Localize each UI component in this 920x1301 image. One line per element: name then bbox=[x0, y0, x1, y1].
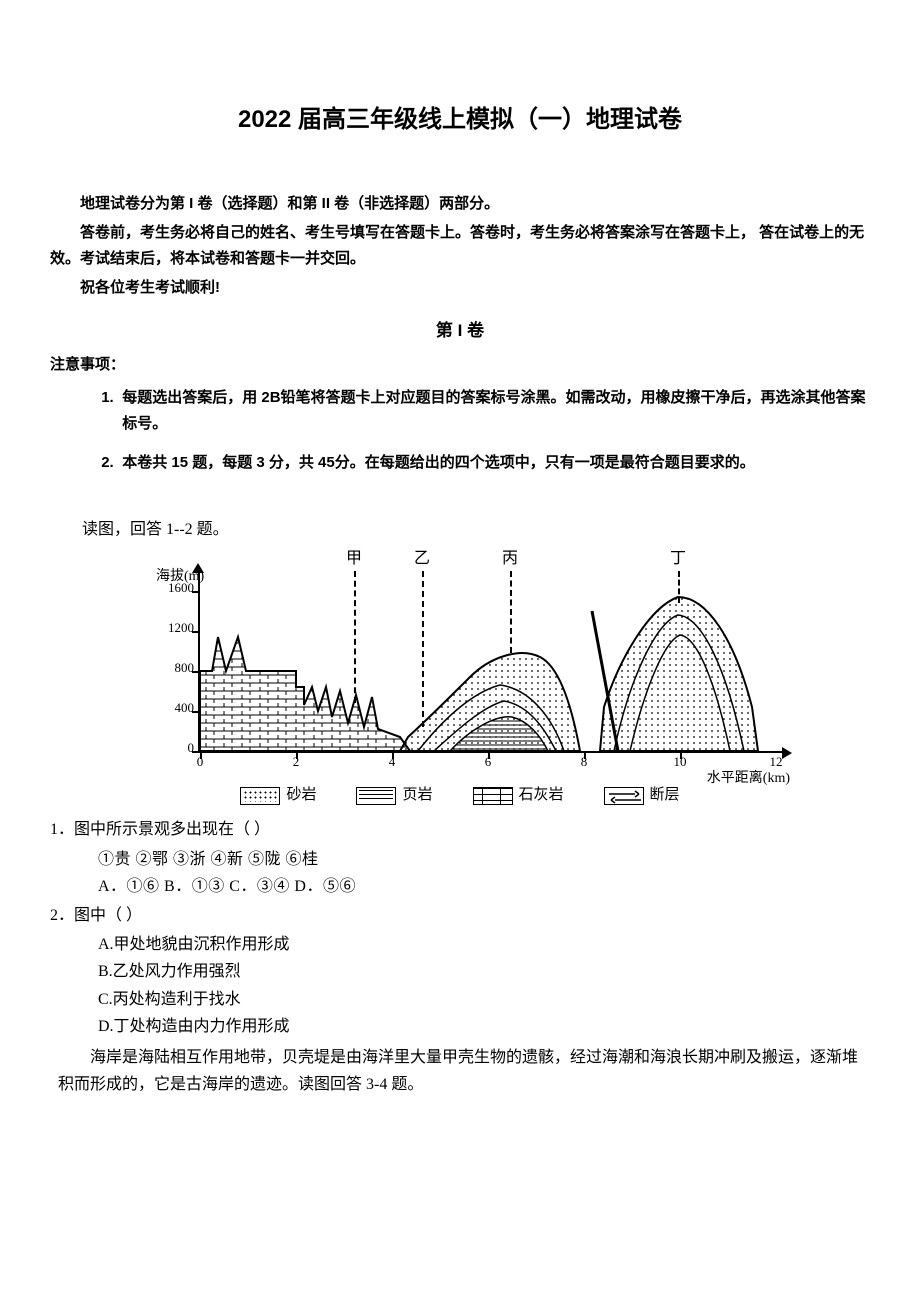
chart-frame: 海拔(m) 0 400 800 1200 1600 0 2 4 6 8 10 1… bbox=[130, 567, 790, 777]
ytick-line bbox=[192, 631, 200, 633]
q2-opt-b: B.乙处风力作用强烈 bbox=[50, 958, 870, 985]
fault-swatch-icon bbox=[604, 787, 644, 805]
q2-opt-a: A.甲处地貌由沉积作用形成 bbox=[50, 931, 870, 958]
legend-fault: 断层 bbox=[604, 783, 680, 809]
q2-opt-c: C.丙处构造利于找水 bbox=[50, 986, 870, 1013]
q1-circled-options: ①贵 ②鄂 ③浙 ④新 ⑤陇 ⑥桂 bbox=[50, 846, 870, 873]
intro-line-2: 答卷前，考生务必将自己的姓名、考生号填写在答题卡上。答卷时，考生务必将答案涂写在… bbox=[50, 220, 870, 271]
xtick-line bbox=[296, 751, 298, 759]
legend: 砂岩 页岩 石灰岩 断层 bbox=[130, 783, 790, 809]
section-1-title: 第 I 卷 bbox=[50, 317, 870, 346]
ytick-1600: 1600 bbox=[160, 577, 194, 599]
x-arrow-icon bbox=[782, 747, 792, 759]
ytick-1200: 1200 bbox=[160, 617, 194, 639]
notice-text-2: 本卷共 15 题，每题 3 分，共 45分。在每题给出的四个选项中，只有一项是最… bbox=[122, 454, 755, 471]
intro-line-1: 地理试卷分为第 I 卷（选择题）和第 II 卷（非选择题）两部分。 bbox=[50, 191, 870, 217]
passage-3-4: 海岸是海陆相互作用地带，贝壳堤是由海洋里大量甲壳生物的遗骸，经过海潮和海浪长期冲… bbox=[50, 1044, 870, 1098]
legend-sand: 砂岩 bbox=[240, 783, 316, 809]
legend-lime: 石灰岩 bbox=[473, 783, 564, 809]
xtick-line bbox=[680, 751, 682, 759]
legend-lime-label: 石灰岩 bbox=[519, 783, 564, 809]
notice-item-2: 2. 本卷共 15 题，每题 3 分，共 45分。在每题给出的四个选项中，只有一… bbox=[101, 450, 870, 476]
notice-heading: 注意事项： bbox=[50, 352, 870, 378]
ytick-line bbox=[192, 671, 200, 673]
geology-profile bbox=[200, 567, 780, 751]
legend-sand-label: 砂岩 bbox=[286, 783, 316, 809]
xtick-line bbox=[392, 751, 394, 759]
ytick-0: 0 bbox=[160, 737, 194, 759]
legend-shale: 页岩 bbox=[356, 783, 432, 809]
notice-list: 1. 每题选出答案后，用 2B铅笔将答题卡上对应题目的答案标号涂黑。如需改动，用… bbox=[50, 385, 870, 476]
cross-section-figure: 甲 乙 丙 丁 海拔(m) 0 400 800 1200 1600 0 2 4 … bbox=[130, 545, 790, 809]
read-prompt: 读图，回答 1--2 题。 bbox=[50, 516, 870, 543]
xtick-line bbox=[584, 751, 586, 759]
limestone-swatch-icon bbox=[473, 787, 513, 805]
notice-item-1: 1. 每题选出答案后，用 2B铅笔将答题卡上对应题目的答案标号涂黑。如需改动，用… bbox=[101, 385, 870, 436]
xtick-line bbox=[200, 751, 202, 759]
ytick-800: 800 bbox=[160, 657, 194, 679]
intro-line-3: 祝各位考生考试顺利! bbox=[50, 275, 870, 301]
x-axis-title: 水平距离(km) bbox=[707, 767, 790, 791]
intro-block: 地理试卷分为第 I 卷（选择题）和第 II 卷（非选择题）两部分。 答卷前，考生… bbox=[50, 191, 870, 301]
ytick-line bbox=[192, 591, 200, 593]
ytick-line bbox=[192, 711, 200, 713]
notice-text-1: 每题选出答案后，用 2B铅笔将答题卡上对应题目的答案标号涂黑。如需改动，用橡皮擦… bbox=[122, 389, 865, 432]
xtick-line bbox=[488, 751, 490, 759]
legend-shale-label: 页岩 bbox=[402, 783, 432, 809]
q2-stem: 2．图中（ ） bbox=[50, 902, 870, 929]
q2-opt-d: D.丁处构造由内力作用形成 bbox=[50, 1013, 870, 1040]
shale-swatch-icon bbox=[356, 787, 396, 805]
notice-num-1: 1. bbox=[101, 385, 114, 411]
marker-labels: 甲 乙 丙 丁 bbox=[130, 545, 790, 567]
page-title: 2022 届高三年级线上模拟（一）地理试卷 bbox=[50, 100, 870, 141]
ytick-400: 400 bbox=[160, 697, 194, 719]
notice-num-2: 2. bbox=[101, 450, 114, 476]
q1-choices: A．①⑥ B．①③ C．③④ D．⑤⑥ bbox=[50, 873, 870, 900]
legend-fault-label: 断层 bbox=[650, 783, 680, 809]
sand-swatch-icon bbox=[240, 787, 280, 805]
q1-stem: 1．图中所示景观多出现在（ ） bbox=[50, 816, 870, 843]
